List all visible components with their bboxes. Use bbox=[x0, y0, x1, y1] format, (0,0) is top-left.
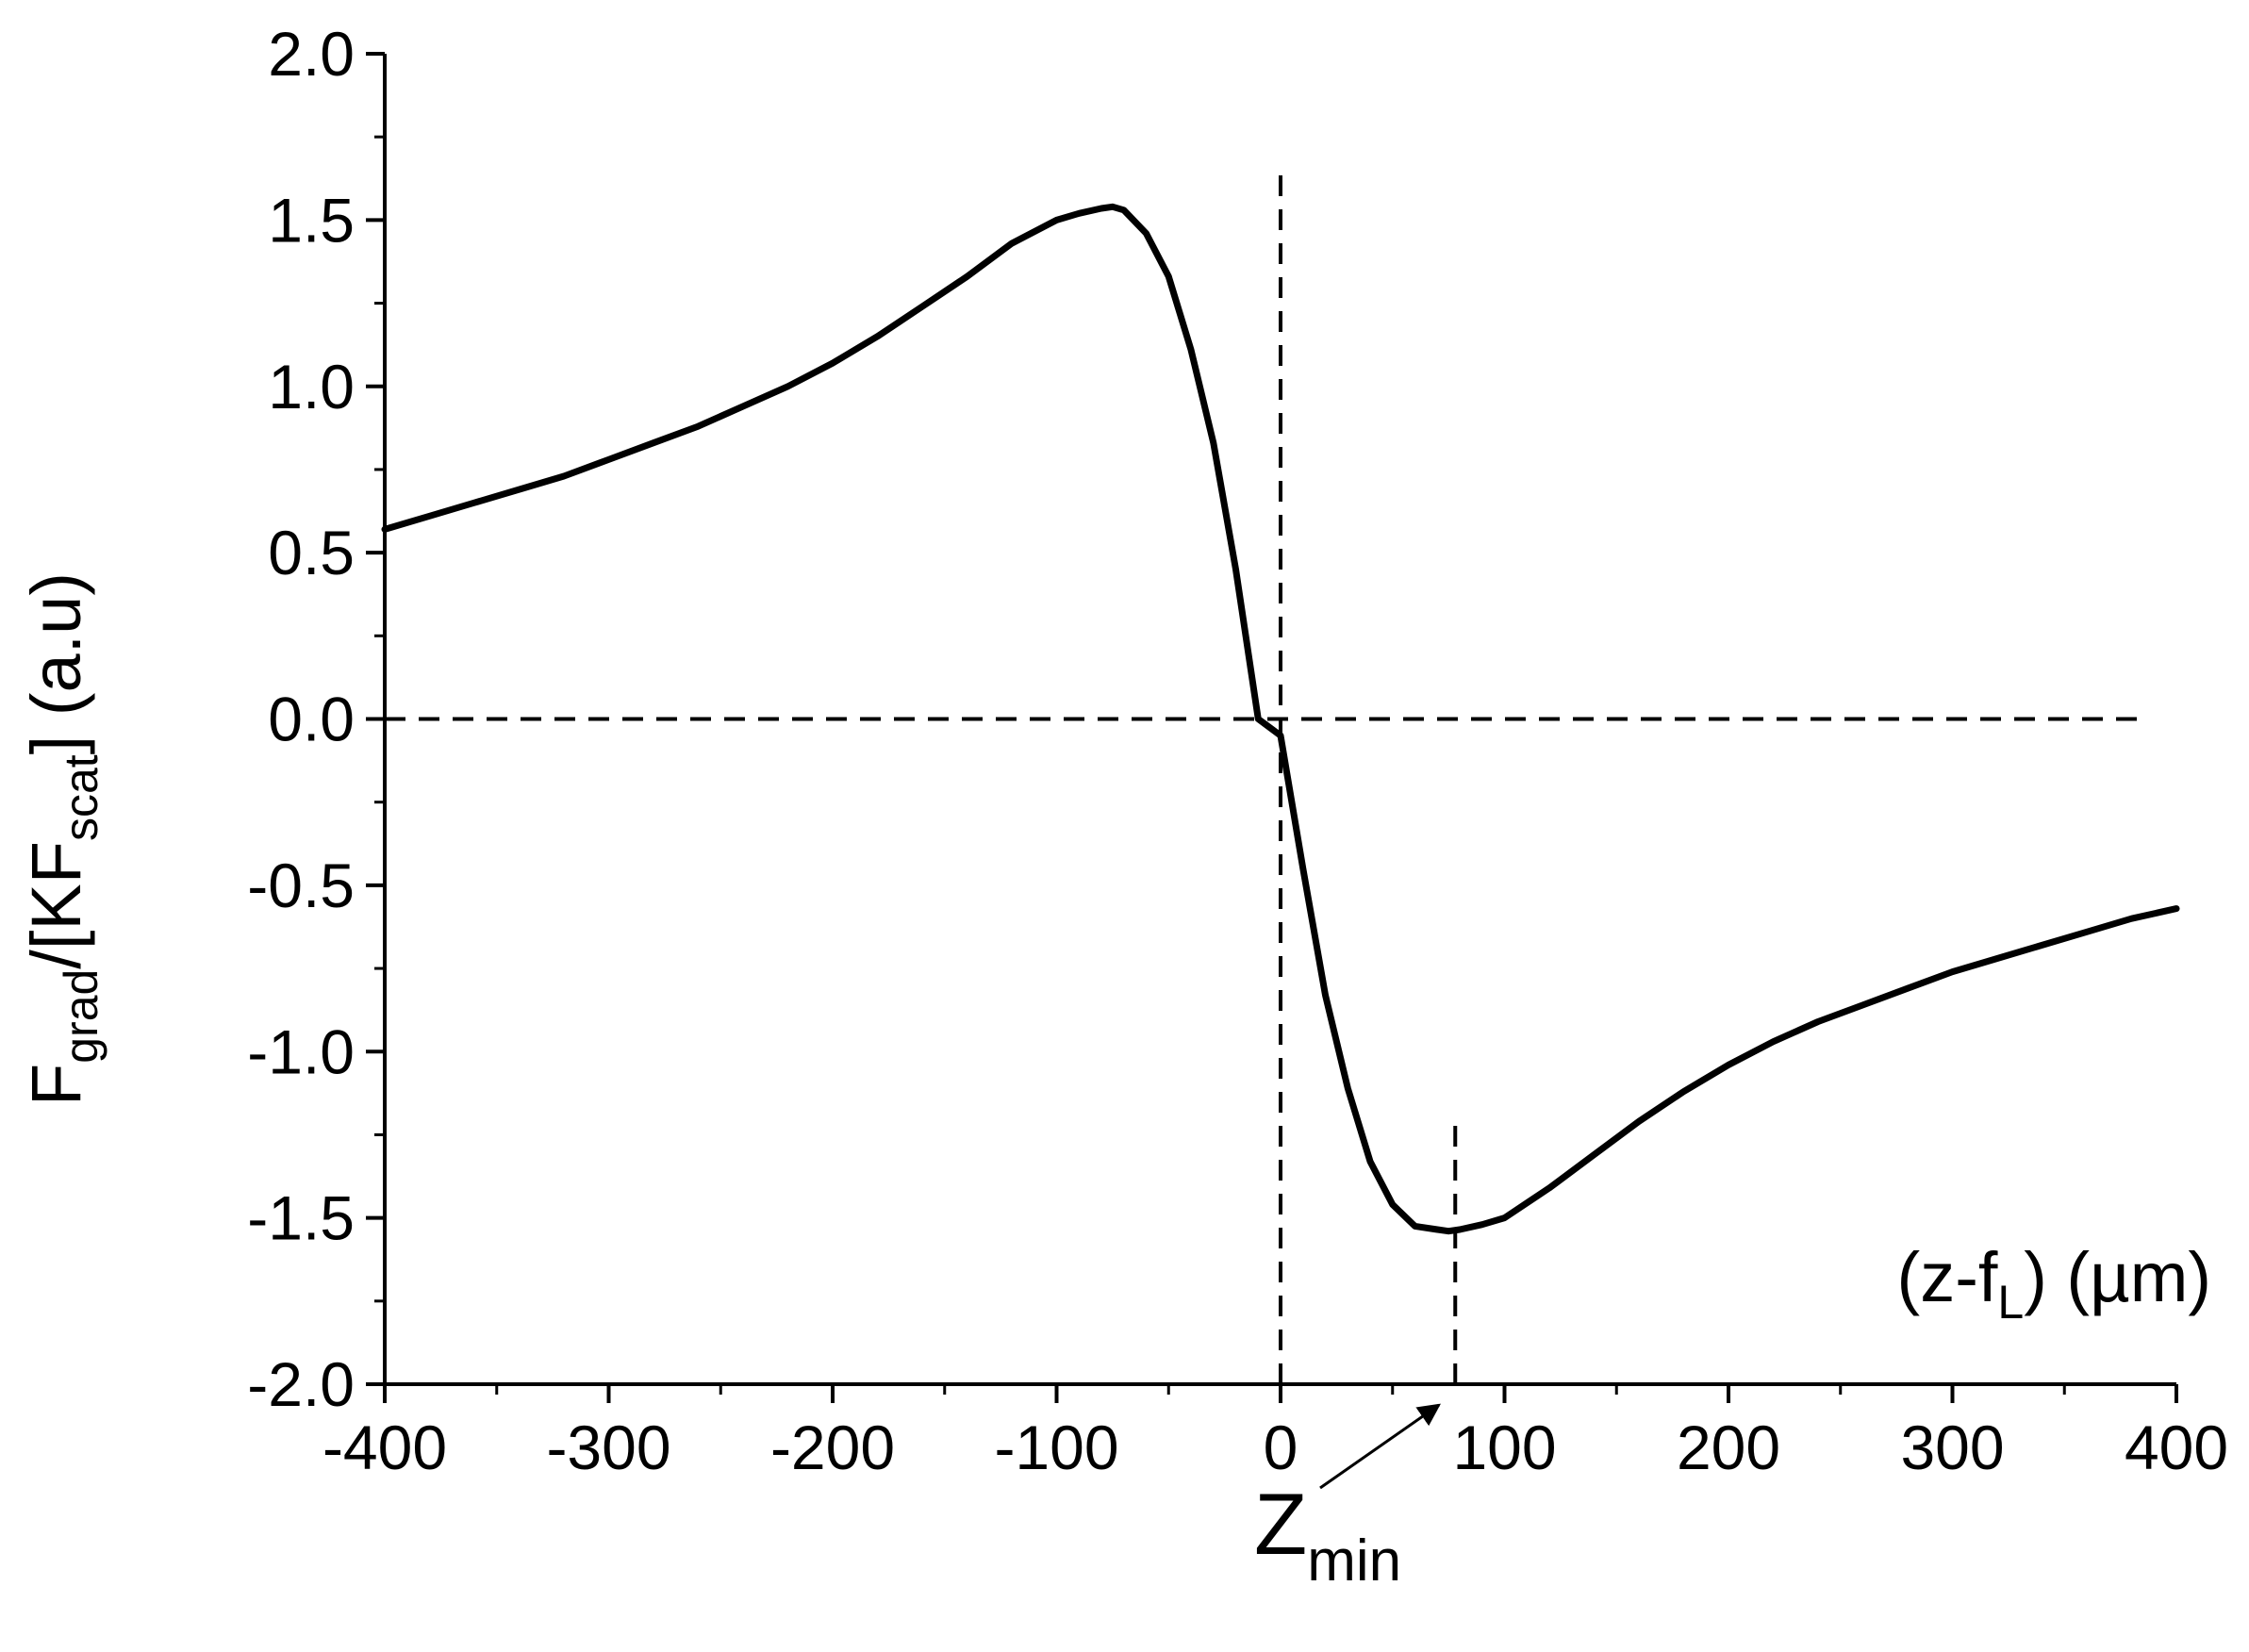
x-tick-label: -100 bbox=[994, 1412, 1118, 1482]
y-tick-label: 2.0 bbox=[268, 19, 355, 89]
subscript-text: min bbox=[1307, 1528, 1401, 1594]
x-tick-label: -300 bbox=[546, 1412, 670, 1482]
y-tick-label: 1.5 bbox=[268, 185, 355, 255]
label-text: F bbox=[17, 1064, 95, 1106]
label-text: (z-f bbox=[1897, 1238, 1998, 1316]
label-text: /[KF bbox=[17, 841, 95, 969]
subscript-text: scat bbox=[55, 754, 107, 841]
axis-titles: Fgrad/[KFscat] (a.u) (z-fL) (µm) bbox=[17, 572, 2211, 1329]
zmin-annotation-arrow bbox=[1319, 1403, 1441, 1490]
series bbox=[381, 203, 2180, 1235]
label-text: ] (a.u) bbox=[17, 572, 95, 754]
reference-lines bbox=[385, 170, 2143, 1384]
label-text: Z bbox=[1254, 1477, 1307, 1573]
x-tick-label: -400 bbox=[322, 1412, 447, 1482]
tick-labels: -2.0 -1.5 -1.0 -0.5 0.0 0.5 1.0 1.5 2.0 -400 -300 -… bbox=[247, 19, 2228, 1482]
x-tick-label: 0 bbox=[1264, 1412, 1298, 1482]
y-tick-label: -1.0 bbox=[247, 1016, 355, 1086]
y-tick-label: 0.0 bbox=[268, 685, 355, 754]
label-text: ) (µm) bbox=[2024, 1238, 2211, 1316]
subscript-text: L bbox=[1997, 1276, 2024, 1329]
y-tick-label: -2.0 bbox=[247, 1349, 355, 1419]
y-tick-label: -0.5 bbox=[247, 851, 355, 920]
y-tick-label: 1.0 bbox=[268, 352, 355, 421]
y-axis-title: Fgrad/[KFscat] (a.u) bbox=[17, 572, 107, 1106]
x-axis-title: (z-fL) (µm) bbox=[1897, 1238, 2211, 1329]
subscript-text: grad bbox=[55, 969, 107, 1064]
axes bbox=[366, 52, 2178, 1403]
x-tick-label: -200 bbox=[770, 1412, 895, 1482]
x-tick-label: 200 bbox=[1677, 1412, 1780, 1482]
y-tick-label: -1.5 bbox=[247, 1183, 355, 1253]
series-line bbox=[381, 203, 2180, 1235]
y-tick-label: 0.5 bbox=[268, 518, 355, 587]
x-tick-label: 400 bbox=[2125, 1412, 2228, 1482]
zmin-annotation-label: Zmin bbox=[1254, 1477, 1401, 1594]
x-tick-label: 100 bbox=[1452, 1412, 1556, 1482]
annotations: Zmin bbox=[1254, 1403, 1441, 1594]
x-tick-label: 300 bbox=[1900, 1412, 2004, 1482]
